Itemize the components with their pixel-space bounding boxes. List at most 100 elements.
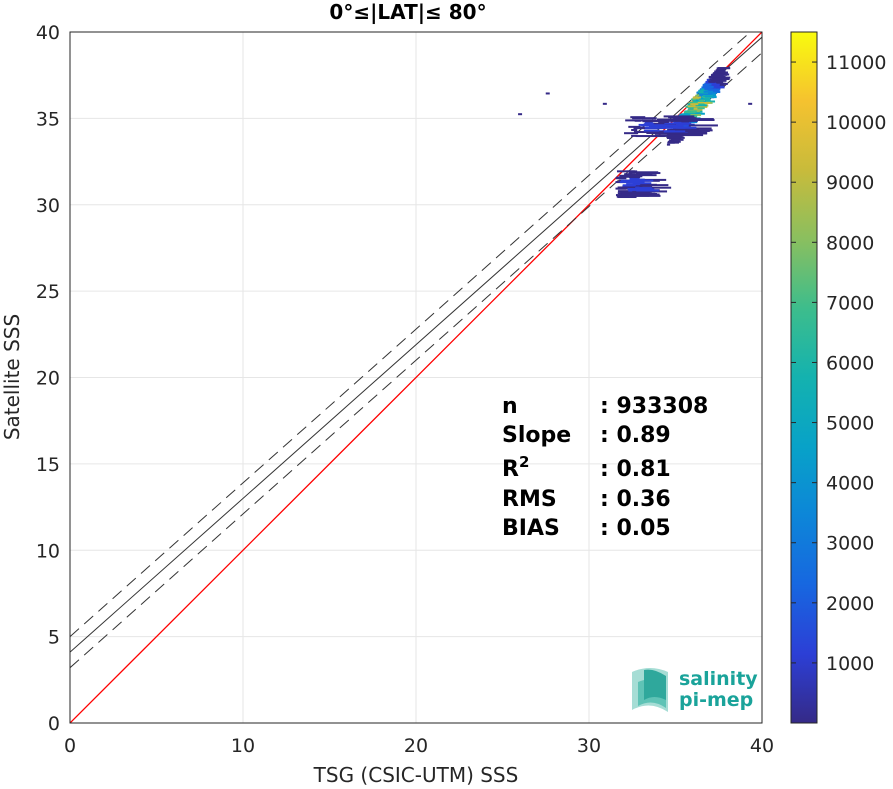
y-tick-label: 10 xyxy=(36,540,60,562)
density-cell xyxy=(706,82,717,85)
density-cell xyxy=(672,127,677,130)
stat-label: n xyxy=(502,394,518,419)
density-cell xyxy=(617,190,632,193)
density-cell xyxy=(664,130,694,133)
colorbar-tick-label: 4000 xyxy=(826,473,874,495)
density-cell xyxy=(687,103,693,106)
density-cell xyxy=(616,176,626,179)
density-cell xyxy=(624,132,639,135)
y-tick-label: 35 xyxy=(36,108,60,130)
density-cell xyxy=(629,188,655,191)
density-cell xyxy=(700,90,706,93)
density-cell xyxy=(634,119,642,122)
plot-frame xyxy=(69,31,763,724)
x-tick-label: 20 xyxy=(404,735,428,757)
density-cell xyxy=(642,120,666,123)
density-cell xyxy=(632,117,657,120)
x-tick-label: 0 xyxy=(64,735,76,757)
density-cell xyxy=(625,174,657,177)
density-cell xyxy=(640,193,657,196)
density-cell xyxy=(716,82,728,85)
reference-lines xyxy=(70,32,762,723)
density-cell xyxy=(676,128,688,131)
density-cell xyxy=(684,112,696,115)
density-cell xyxy=(617,186,643,189)
density-cell xyxy=(650,124,665,127)
density-cell xyxy=(630,194,661,197)
y-tick-label: 30 xyxy=(36,195,60,217)
y-tick-label: 25 xyxy=(36,281,60,303)
x-axis-label: TSG (CSIC-UTM) SSS xyxy=(313,763,519,787)
density-cell xyxy=(673,136,684,139)
density-cell xyxy=(685,127,712,130)
y-tick-label: 5 xyxy=(48,627,60,649)
density-cell xyxy=(629,175,643,178)
density-cell xyxy=(636,172,661,175)
density-cell xyxy=(690,98,700,101)
density-cell xyxy=(715,77,724,80)
density-cell xyxy=(690,103,699,106)
density-cell xyxy=(616,170,635,173)
density-cell xyxy=(635,172,648,175)
density-cell xyxy=(666,143,671,146)
density-cell xyxy=(622,185,642,188)
colorbar-tick-label: 5000 xyxy=(826,413,874,435)
density-cell xyxy=(602,102,607,105)
density-cell xyxy=(691,118,715,121)
density-cell xyxy=(632,190,637,193)
density-cell xyxy=(699,93,713,96)
density-cell xyxy=(708,88,721,91)
density-cell xyxy=(708,75,718,78)
y-tick-label: 40 xyxy=(36,22,60,44)
density-points xyxy=(518,67,753,199)
density-cell xyxy=(692,96,701,99)
density-cell xyxy=(709,80,716,83)
density-cell xyxy=(709,89,719,92)
stat-label: BIAS xyxy=(502,516,560,541)
density-cell xyxy=(628,125,641,128)
density-cell xyxy=(631,134,638,137)
density-cell xyxy=(687,105,699,108)
y-tick-label: 15 xyxy=(36,454,60,476)
colorbar-tick-label: 11000 xyxy=(826,52,886,74)
colorbar-tick-label: 9000 xyxy=(826,172,874,194)
density-cell xyxy=(630,116,646,119)
logo-line1: salinity xyxy=(679,668,758,690)
density-cell xyxy=(669,129,675,132)
density-cell xyxy=(643,129,660,132)
y-axis-ticks: 0 5 10 15 20 25 30 35 40 xyxy=(36,22,60,735)
salinity-pi-mep-logo: salinity pi-mep xyxy=(632,668,758,712)
stat-value: : 0.05 xyxy=(600,516,671,541)
colorbar-tick-label: 10000 xyxy=(826,112,886,134)
density-cell xyxy=(626,183,647,186)
density-cell xyxy=(656,134,682,137)
density-cell xyxy=(625,119,643,122)
density-cell xyxy=(545,92,550,95)
colorbar xyxy=(790,31,818,724)
density-cell xyxy=(673,134,704,137)
x-tick-label: 40 xyxy=(750,735,774,757)
density-cell xyxy=(692,97,705,100)
density-cell xyxy=(640,184,669,187)
density-cell xyxy=(631,129,638,132)
density-cell xyxy=(702,100,716,103)
density-cell xyxy=(704,87,710,90)
density-cell xyxy=(666,136,675,139)
density-cell xyxy=(644,121,653,124)
density-cell xyxy=(656,118,677,121)
density-cell xyxy=(692,112,700,115)
density-cell xyxy=(713,72,721,75)
density-cell xyxy=(635,187,652,190)
regression-band-line xyxy=(70,52,762,669)
density-cell xyxy=(697,101,711,104)
density-cell xyxy=(703,98,711,101)
density-cell xyxy=(717,79,727,82)
density-cell xyxy=(634,191,651,194)
logo-wave-icon xyxy=(632,668,668,712)
colorbar-tick-label: 1000 xyxy=(826,653,874,675)
density-cell xyxy=(704,95,717,98)
density-cell xyxy=(615,194,633,197)
colorbar-ticks: 1000 2000 3000 4000 5000 6000 7000 8000 9000 1000… xyxy=(791,52,886,675)
